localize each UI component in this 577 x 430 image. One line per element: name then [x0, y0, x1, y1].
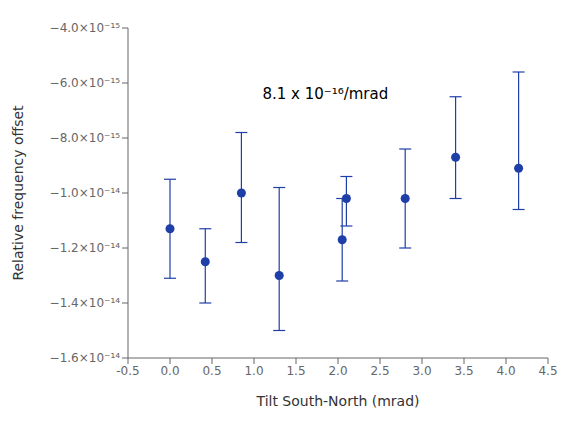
svg-text:Relative frequency offset: Relative frequency offset: [10, 105, 26, 281]
svg-text:4.5: 4.5: [538, 364, 557, 378]
svg-text:4.0: 4.0: [496, 364, 515, 378]
html-text:8.1 x 10⁻¹⁶/mrad: 8.1 x 10⁻¹⁶/mrad: [262, 85, 389, 103]
svg-text:0.5: 0.5: [202, 364, 221, 378]
svg-text:1.5: 1.5: [286, 364, 305, 378]
svg-text:1.0: 1.0: [244, 364, 263, 378]
svg-text:−1.2×10⁻¹⁴: −1.2×10⁻¹⁴: [50, 241, 121, 255]
svg-text:−1.6×10⁻¹⁴: −1.6×10⁻¹⁴: [50, 351, 121, 365]
svg-text:0.0: 0.0: [160, 364, 179, 378]
svg-text:−1.0×10⁻¹⁴: −1.0×10⁻¹⁴: [50, 186, 121, 200]
svg-text:2.0: 2.0: [328, 364, 347, 378]
svg-text:-0.5: -0.5: [116, 364, 139, 378]
svg-text:Tilt South-North (mrad): Tilt South-North (mrad): [256, 393, 420, 409]
svg-text:−1.4×10⁻¹⁴: −1.4×10⁻¹⁴: [50, 296, 121, 310]
svg-text:−6.0×10⁻¹⁵: −6.0×10⁻¹⁵: [50, 76, 121, 90]
svg-text:3.5: 3.5: [454, 364, 473, 378]
svg-text:−8.0×10⁻¹⁵: −8.0×10⁻¹⁵: [50, 131, 121, 145]
svg-text:2.5: 2.5: [370, 364, 389, 378]
svg-text:3.0: 3.0: [412, 364, 431, 378]
svg-text:−4.0×10⁻¹⁵: −4.0×10⁻¹⁵: [50, 21, 121, 35]
